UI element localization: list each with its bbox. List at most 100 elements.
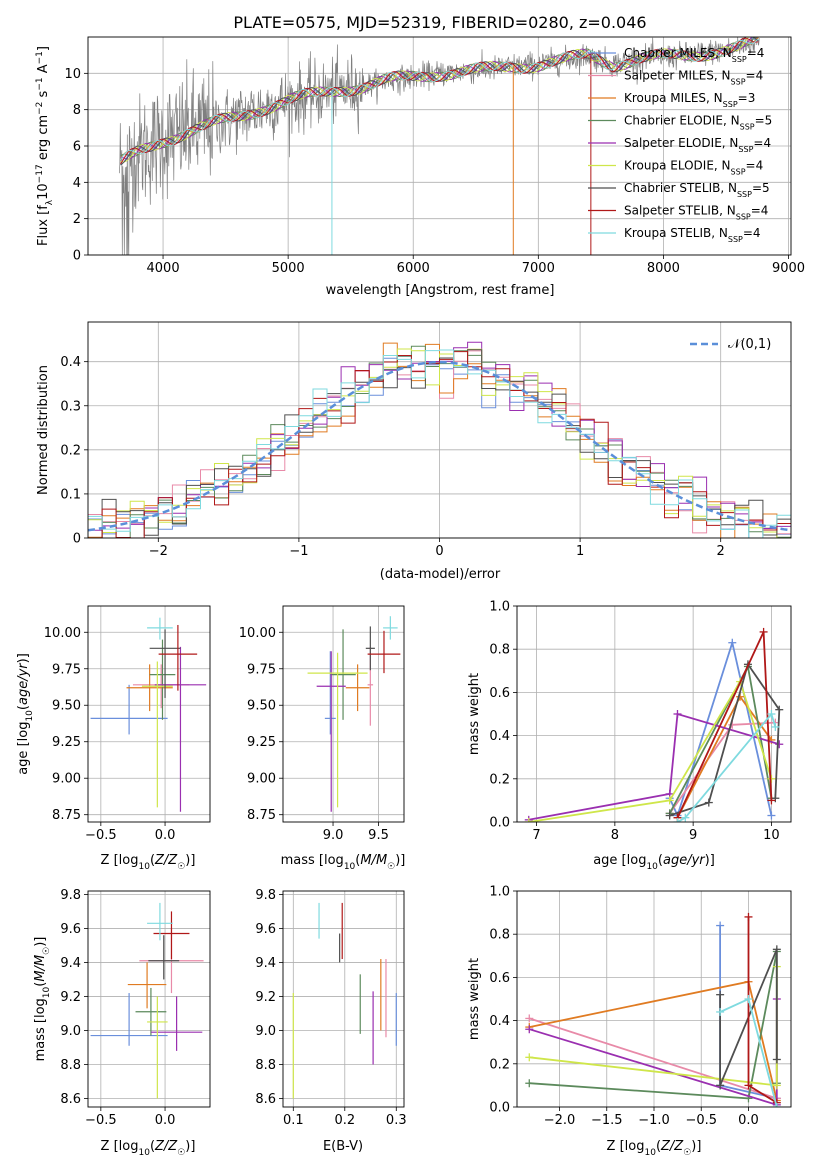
x-tick-label: 0.3 [386, 1113, 407, 1128]
mass-vs-z-ylabel: mass [log10(M/M☉)] [33, 937, 52, 1062]
weight-vs-age-ylabel: mass weight [467, 673, 482, 755]
normal-curve [88, 360, 791, 532]
x-tick-label: −1.5 [591, 1113, 623, 1128]
mass-vs-z-ylabel-part: ( [33, 982, 48, 987]
y-tick-label: 9.25 [247, 735, 276, 750]
age-vs-z-ylabel-part: age/yr [16, 662, 31, 705]
mass-vs-z-xlabel-part: ☉ [177, 1148, 185, 1158]
y-tick-label: 0.6 [489, 686, 510, 701]
age-vs-z-xlabel: Z [log10(Z/Z☉)] [101, 853, 196, 872]
y-tick-label: 0.2 [60, 443, 81, 458]
age-vs-mass-panel-plot-area [283, 606, 404, 822]
x-tick-label: −0.5 [685, 1113, 717, 1128]
normal-legend-label: 𝒩(0,1) [728, 337, 771, 352]
mass-vs-z-ylabel-part: )] [33, 937, 48, 947]
spectrum-ylabel-part: erg cm [36, 115, 51, 164]
legend-series-name: Kroupa ELODIE, N [624, 159, 731, 173]
residual-xlabel: (data-model)/error [380, 567, 501, 582]
legend-nssp: =4 [746, 69, 764, 83]
y-tick-label: 9.6 [60, 922, 81, 937]
mass-vs-z-xlabel: Z [log10(Z/Z☉)] [101, 1139, 196, 1158]
y-tick-label: 9.50 [247, 699, 276, 714]
y-tick-label: 8.8 [255, 1058, 276, 1073]
x-tick-label: −1.0 [638, 1113, 670, 1128]
y-tick-label: 9.4 [255, 956, 276, 971]
x-tick-label: −1 [289, 544, 308, 559]
age-vs-z-ylabel-part: age [log [16, 722, 31, 775]
spectrum-panel: 4000 5000 6000 7000 8000 9000 0 2 4 6 8 10 [64, 36, 805, 276]
mass-vs-z-panel: −0.5 0.0 8.6 8.8 9.0 9.2 9.4 9.6 9.8 [60, 888, 211, 1128]
legend-series-name: Chabrier STELIB, N [624, 181, 737, 195]
legend-series-name: Kroupa STELIB, N [624, 226, 728, 240]
y-tick-label: 0.4 [489, 1014, 510, 1029]
spectrum-ylabel-part: −17 [35, 164, 45, 183]
x-tick-label: 0.1 [283, 1113, 304, 1128]
legend-subscript: SSP [731, 77, 746, 86]
legend-subscript: SSP [737, 190, 752, 199]
age-vs-mass-xlabel-part: M/M [360, 853, 387, 868]
weight-line-krou_elodie [528, 679, 773, 822]
legend-subscript: SSP [723, 100, 738, 109]
weight-vs-age-xlabel-part: age [log [593, 853, 646, 868]
y-tick-label: 10 [64, 67, 81, 82]
model-spectrum-krou_stelib [120, 38, 759, 161]
y-tick-label: 1.0 [489, 600, 510, 615]
x-tick-label: −2.0 [544, 1113, 576, 1128]
legend-nssp: =4 [746, 159, 764, 173]
spectrum-xlabel: wavelength [Angstrom, rest frame] [326, 283, 555, 298]
x-tick-label: 9.5 [368, 828, 389, 843]
age-vs-mass-xlabel-part: ( [355, 853, 360, 868]
legend-series-name: Chabrier ELODIE, N [624, 114, 740, 128]
y-tick-label: 8 [73, 103, 81, 118]
x-tick-label: 5000 [272, 261, 305, 276]
y-tick-label: 9.0 [255, 1024, 276, 1039]
mass-vs-z-ylabel-part: ☉ [42, 947, 52, 955]
y-tick-label: 6 [73, 140, 81, 155]
weight-vs-age-panel-plot-area [517, 606, 791, 822]
weight-vs-z-xlabel-part: 10 [644, 1148, 656, 1158]
y-tick-label: 2 [73, 212, 81, 227]
y-tick-label: 0.8 [489, 643, 510, 658]
spectrum-ylabel-part: −1 [35, 51, 45, 64]
weight-vs-age-panel: 7 8 9 10 0.0 0.2 0.4 0.6 0.8 1.0 [489, 600, 792, 843]
residual-histogram-krou_stelib [88, 349, 791, 538]
legend-nssp: =4 [743, 226, 761, 240]
x-tick-label: −0.5 [85, 828, 117, 843]
residual-ylabel: Normed distribution [36, 365, 51, 495]
y-tick-label: 0.0 [489, 1101, 510, 1116]
age-vs-z-panel-frame [87, 605, 211, 823]
legend-subscript: SSP [728, 235, 743, 244]
age-vs-z-ylabel: age [log10(age/yr)] [16, 653, 35, 775]
age-vs-z-xlabel-part: Z [log [101, 853, 139, 868]
legend-series-name: Salpeter MILES, N [624, 69, 731, 83]
age-vs-z-xlabel-part: 10 [138, 862, 150, 872]
legend-subscript: SSP [731, 167, 746, 176]
mass-vs-ebv-xlabel: E(B-V) [323, 1139, 363, 1154]
figure-title: PLATE=0575, MJD=52319, FIBERID=0280, z=0… [233, 13, 646, 32]
residual-panel: −2 −1 0 1 2 0 0.1 0.2 0.3 0.4 [60, 321, 792, 559]
weight-vs-age-xlabel-part: ( [658, 853, 663, 868]
mass-vs-z-ylabel-part: mass [log [33, 998, 48, 1061]
legend-series-name: Kroupa MILES, N [624, 91, 723, 105]
y-tick-label: 0.3 [60, 399, 81, 414]
y-tick-label: 0 [73, 532, 81, 547]
y-tick-label: 8.75 [247, 808, 276, 823]
age-vs-z-panel-plot-area [88, 606, 210, 822]
weight-vs-z-panel-plot-area [517, 891, 791, 1107]
mass-vs-z-xlabel-part: )] [185, 1139, 195, 1154]
y-tick-label: 9.8 [255, 888, 276, 903]
weight-vs-age-panel-frame [516, 605, 792, 823]
mass-vs-z-xlabel-part: Z [log [101, 1139, 139, 1154]
legend-subscript: SSP [732, 55, 747, 64]
x-tick-label: 7000 [522, 261, 555, 276]
x-tick-label: 0.0 [738, 1113, 759, 1128]
mass-vs-ebv-panel-frame [282, 890, 405, 1108]
age-vs-z-xlabel-part: ☉ [177, 862, 185, 872]
x-tick-label: 1 [576, 544, 584, 559]
mass-vs-z-ylabel-part: 10 [42, 986, 52, 998]
y-tick-label: 9.2 [60, 990, 81, 1005]
y-tick-label: 8.75 [52, 808, 81, 823]
mass-vs-z-panel-frame [87, 890, 211, 1108]
